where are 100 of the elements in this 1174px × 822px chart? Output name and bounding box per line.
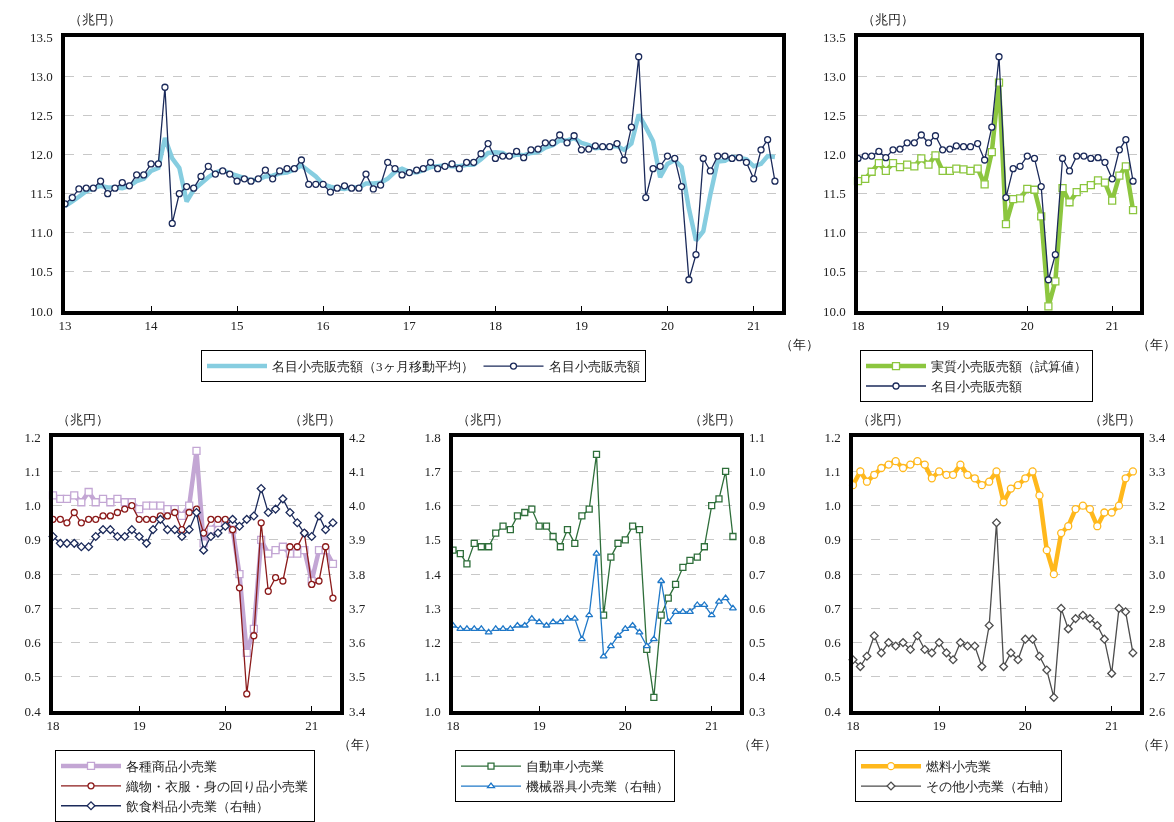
legend-label: 飲食料品小売業（右軸）	[126, 798, 269, 814]
legend-label: 燃料小売業	[926, 759, 991, 775]
y2-tick-label: 0.5	[749, 635, 766, 651]
y2-tick-label: 3.2	[1149, 498, 1166, 514]
y2-tick-label: 3.7	[349, 600, 366, 616]
x-tick-label: 20	[618, 718, 632, 734]
legend-label: その他小売業（右軸）	[926, 779, 1056, 795]
y2-tick-label: 3.4	[349, 703, 366, 719]
y-tick-label: 13.0	[29, 68, 53, 84]
y2-tick-label: 0.3	[749, 703, 766, 719]
y-tick-label: 1.3	[424, 600, 441, 616]
y-tick-label: 1.1	[824, 463, 841, 479]
y2-tick-label: 2.6	[1149, 703, 1166, 719]
y2-tick-label: 4.0	[349, 498, 366, 514]
y-tick-label: 13.5	[29, 29, 53, 45]
y-tick-label: 11.5	[30, 186, 53, 202]
y-tick-label: 10.5	[29, 264, 53, 280]
y2-tick-label: 0.4	[749, 669, 766, 685]
y-tick-label: 0.8	[824, 566, 841, 582]
y-tick-label: 1.0	[424, 703, 441, 719]
y2-tick-label: 0.6	[749, 600, 766, 616]
legend-label: 名目小売販売額	[931, 379, 1022, 395]
x-tick-label: 21	[1105, 318, 1119, 334]
x-tick-label: 20	[218, 718, 232, 734]
y2-tick-label: 2.8	[1149, 635, 1166, 651]
x-tick-label: 18	[851, 318, 865, 334]
x-tick-label: 18	[846, 718, 860, 734]
y-tick-label: 0.8	[24, 566, 41, 582]
y-tick-label: 0.5	[24, 669, 41, 685]
x-tick-label: 21	[705, 718, 719, 734]
x-tick-label: 19	[932, 718, 946, 734]
y-tick-label: 1.2	[424, 635, 441, 651]
y-tick-label: 1.1	[24, 463, 41, 479]
y-tick-label: 0.9	[24, 532, 41, 548]
x-tick-label: 18	[46, 718, 60, 734]
y2-tick-label: 2.9	[1149, 600, 1166, 616]
y-tick-label: 0.4	[24, 703, 42, 719]
y2-axis-title: （兆円）	[1089, 412, 1141, 427]
y2-tick-label: 3.4	[1149, 429, 1166, 445]
y2-tick-label: 1.1	[749, 429, 766, 445]
legend-label: 各種商品小売業	[126, 759, 217, 775]
y-tick-label: 13.0	[822, 68, 846, 84]
x-tick-label: 18	[446, 718, 460, 734]
y-tick-label: 12.5	[822, 107, 846, 123]
y-axis-title: （兆円）	[862, 12, 914, 27]
legend-label: 実質小売販売額（試算値）	[931, 359, 1087, 375]
y2-tick-label: 0.9	[749, 498, 766, 514]
x-tick-label: 21	[747, 318, 761, 334]
y2-tick-label: 3.5	[349, 669, 366, 685]
x-tick-label: 19	[532, 718, 546, 734]
x-tick-label: 20	[1018, 718, 1032, 734]
y2-tick-label: 0.8	[749, 532, 766, 548]
y2-tick-label: 3.9	[349, 532, 366, 548]
x-tick-label: 17	[402, 318, 417, 334]
y-tick-label: 12.5	[29, 107, 53, 123]
y-tick-label: 11.5	[823, 186, 846, 202]
y-tick-label: 1.0	[24, 498, 41, 514]
y-tick-label: 1.5	[424, 532, 441, 548]
y-tick-label: 10.5	[822, 264, 846, 280]
y2-tick-label: 3.8	[349, 566, 366, 582]
y-tick-label: 1.7	[424, 463, 442, 479]
y2-tick-label: 3.3	[1149, 463, 1166, 479]
legend-label: 機械器具小売業（右軸）	[526, 779, 669, 795]
y-tick-label: 0.5	[824, 669, 841, 685]
y-tick-label: 1.2	[824, 429, 841, 445]
y-tick-label: 13.5	[822, 29, 846, 45]
y-tick-label: 0.7	[24, 600, 42, 616]
x-axis-title: （年）	[1137, 737, 1174, 752]
y-tick-label: 1.2	[24, 429, 41, 445]
y-tick-label: 1.0	[824, 498, 841, 514]
y2-axis-title: （兆円）	[689, 412, 741, 427]
y2-tick-label: 2.7	[1149, 669, 1166, 685]
y-axis-title: （兆円）	[857, 412, 909, 427]
y-tick-label: 10.0	[822, 303, 846, 319]
y-tick-label: 1.8	[424, 429, 441, 445]
y2-tick-label: 3.6	[349, 635, 366, 651]
x-tick-label: 19	[574, 318, 588, 334]
y-tick-label: 10.0	[29, 303, 53, 319]
x-tick-label: 16	[316, 318, 331, 334]
y-tick-label: 12.0	[29, 147, 53, 163]
legend-label: 織物・衣服・身の回り品小売業	[125, 778, 308, 794]
x-axis-title: （年）	[738, 737, 777, 752]
legend-label: 名目小売販売額（3ヶ月移動平均）	[272, 359, 474, 375]
y-axis-title: （兆円）	[69, 12, 121, 27]
y-tick-label: 1.1	[424, 669, 441, 685]
y-tick-label: 12.0	[822, 147, 846, 163]
y-tick-label: 0.4	[824, 703, 842, 719]
x-tick-label: 20	[660, 318, 674, 334]
x-tick-label: 21	[305, 718, 319, 734]
y-axis-title: （兆円）	[457, 412, 509, 427]
x-axis-title: （年）	[1137, 337, 1174, 352]
y-tick-label: 1.6	[424, 498, 442, 514]
y2-tick-label: 4.2	[349, 429, 366, 445]
y-tick-label: 0.6	[824, 635, 842, 651]
y2-tick-label: 0.7	[749, 566, 766, 582]
y-tick-label: 0.9	[824, 532, 841, 548]
x-tick-label: 13	[58, 318, 72, 334]
y2-tick-label: 1.0	[749, 463, 766, 479]
x-tick-label: 20	[1020, 318, 1034, 334]
x-axis-title: （年）	[780, 337, 819, 352]
